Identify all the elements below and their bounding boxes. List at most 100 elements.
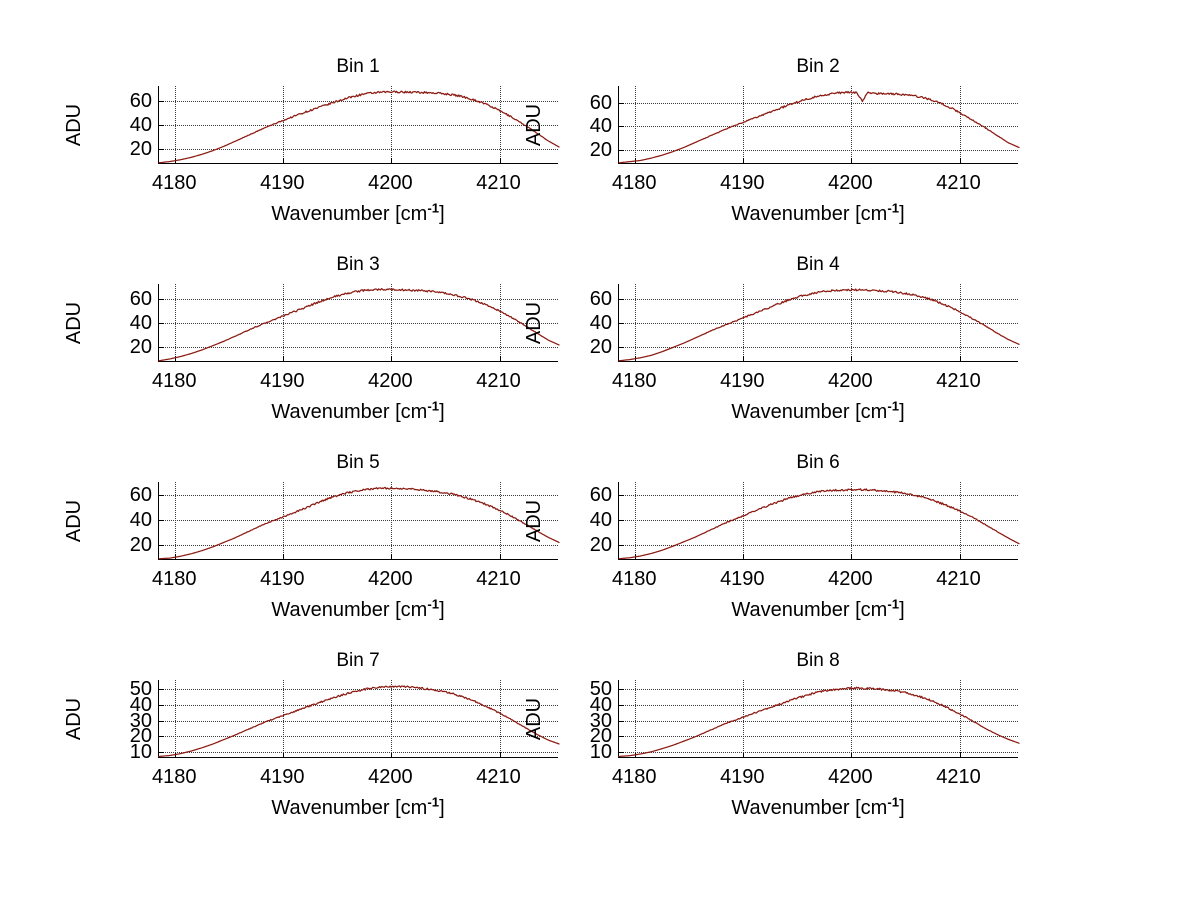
panel-title: Bin 3: [336, 254, 380, 275]
y-tick: [159, 323, 164, 324]
y-axis-label: ADU: [63, 301, 85, 345]
x-tick-label: 4210: [936, 172, 981, 194]
x-tick-label: 4190: [720, 766, 765, 788]
y-tick: [159, 720, 164, 722]
y-tick-label: 20: [589, 725, 612, 748]
spectrum-trace: [619, 86, 1019, 164]
x-tick-label: 4210: [476, 370, 521, 392]
plot-panel: Bin 5 4180 4190 4200 4210 20 40 60 ADU Wavenumber…: [48, 452, 558, 640]
x-tick: [283, 554, 285, 559]
x-axis-label-exponent: -1: [887, 596, 900, 612]
y-tick-label: 60: [129, 287, 152, 310]
x-tick: [391, 752, 393, 757]
panel-title: Bin 2: [796, 56, 840, 77]
y-tick-label: 40: [129, 693, 152, 716]
x-tick-label: 4180: [611, 370, 657, 392]
x-tick: [851, 752, 853, 757]
panel-title: Bin 6: [796, 452, 840, 473]
x-tick-label: 4180: [151, 370, 197, 392]
x-tick: [851, 554, 853, 559]
plot-area: [618, 86, 1018, 164]
plot-panel: Bin 1 4180 4190 4200 4210 20 40 60 ADU Wavenumber…: [48, 56, 558, 244]
x-axis-label: Wavenumber [cm-1]: [731, 200, 905, 225]
y-tick: [619, 544, 624, 546]
panel-title: Bin 5: [336, 452, 380, 473]
x-tick-label: 4200: [368, 370, 413, 392]
plot-panel: Bin 4 4180 4190 4200 4210 20 40 60 ADU Wavenumber…: [508, 254, 1018, 442]
plot-area: [618, 284, 1018, 362]
x-tick-label: 4200: [828, 172, 873, 194]
y-tick: [159, 519, 164, 521]
y-tick-label: 40: [589, 693, 612, 716]
x-tick: [175, 356, 177, 361]
y-tick: [619, 751, 624, 753]
y-tick: [619, 519, 624, 521]
x-tick: [499, 752, 501, 757]
plot-area: [158, 680, 558, 758]
x-tick: [743, 554, 745, 559]
y-tick-label: 20: [129, 533, 152, 556]
x-tick-label: 4190: [720, 172, 765, 194]
x-tick: [391, 158, 393, 163]
y-tick: [619, 736, 624, 738]
panel-title: Bin 7: [336, 650, 380, 671]
x-axis-label: Wavenumber [cm-1]: [731, 794, 905, 819]
x-axis-label: Wavenumber [cm-1]: [731, 596, 905, 621]
y-axis-label: ADU: [63, 499, 85, 543]
y-tick: [159, 100, 164, 102]
y-axis-label: ADU: [523, 499, 545, 543]
x-tick-label: 4210: [476, 172, 521, 194]
spectrum-trace: [159, 482, 559, 560]
x-tick-label: 4210: [476, 766, 521, 788]
x-axis-label-exponent: -1: [887, 398, 900, 414]
y-tick: [619, 720, 624, 722]
x-tick: [391, 356, 393, 361]
x-tick: [743, 356, 745, 361]
plot-panel: Bin 2 4180 4190 4200 4210 20 40 60 ADU Wavenumber…: [508, 56, 1018, 244]
x-tick: [851, 158, 853, 163]
x-tick-label: 4180: [611, 568, 657, 590]
x-tick-label: 4210: [476, 568, 521, 590]
plot-panel: Bin 8 4180 4190 4200 4210 10 20 30 40 50 ADU Wavenu…: [508, 650, 1018, 838]
x-tick-label: 4180: [151, 172, 197, 194]
y-tick: [619, 149, 624, 151]
plot-area: [158, 284, 558, 362]
x-axis-label-exponent: -1: [887, 794, 900, 810]
y-tick-label: 40: [589, 115, 612, 138]
x-tick-label: 4180: [611, 172, 657, 194]
y-tick-label: 20: [589, 533, 612, 556]
x-axis-label: Wavenumber [cm-1]: [731, 398, 905, 423]
spectrum-trace: [159, 86, 559, 164]
y-tick-label: 10: [589, 740, 612, 763]
x-tick-label: 4180: [611, 766, 657, 788]
y-tick-label: 50: [129, 678, 152, 701]
y-tick: [619, 704, 624, 706]
panel-title: Bin 8: [796, 650, 840, 671]
x-tick-label: 4200: [828, 568, 873, 590]
y-axis-label: ADU: [523, 697, 545, 741]
y-tick: [159, 125, 164, 126]
y-tick-label: 60: [129, 483, 152, 506]
x-tick: [283, 752, 285, 757]
x-tick: [743, 158, 745, 163]
y-tick: [159, 751, 164, 753]
y-tick: [159, 544, 164, 546]
x-tick: [959, 752, 961, 757]
y-tick: [159, 347, 164, 349]
y-tick: [619, 126, 624, 128]
y-tick-label: 10: [129, 740, 152, 763]
panel-title: Bin 1: [336, 56, 380, 77]
spectrum-trace: [619, 482, 1019, 560]
y-tick-label: 40: [589, 508, 612, 531]
y-tick-label: 60: [129, 89, 152, 112]
y-tick: [619, 347, 624, 349]
x-axis-label-exponent: -1: [887, 200, 900, 216]
y-tick-label: 60: [589, 287, 612, 310]
y-tick: [159, 736, 164, 738]
y-tick-label: 30: [589, 709, 612, 732]
y-tick-label: 60: [589, 91, 612, 114]
plot-area: [158, 86, 558, 164]
x-axis-label-exponent: -1: [427, 200, 440, 216]
x-axis-label-exponent: -1: [427, 794, 440, 810]
x-tick: [391, 554, 393, 559]
